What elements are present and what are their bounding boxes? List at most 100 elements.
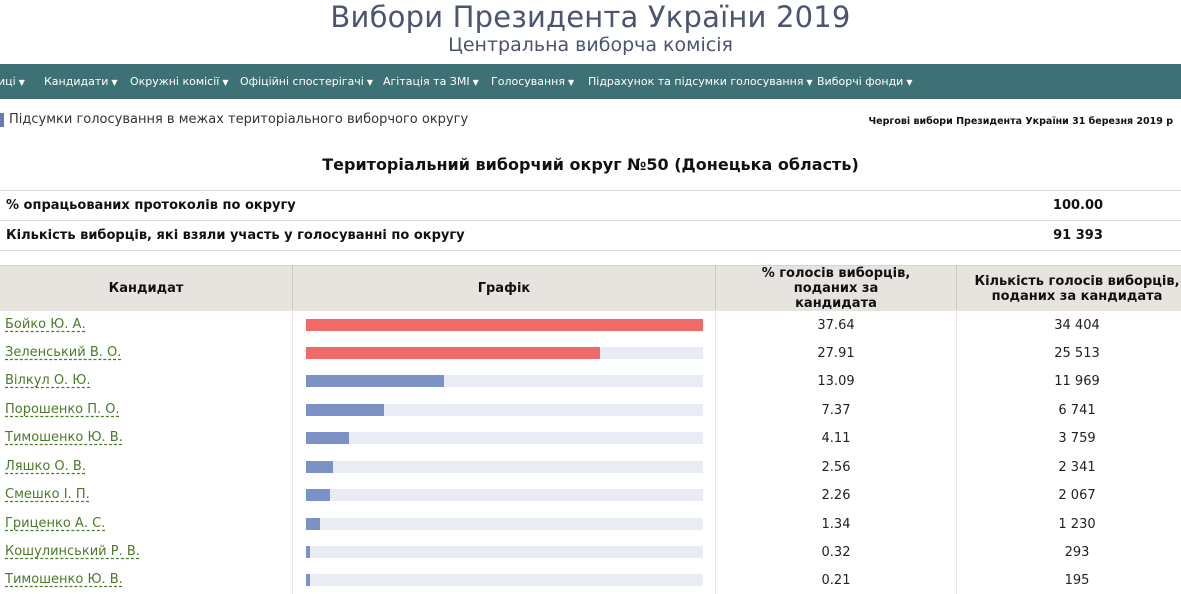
vote-share-bar [306, 404, 384, 416]
stat-value: 91 393 [1053, 228, 1103, 243]
vote-share-bar [306, 347, 601, 359]
bar-track [306, 461, 703, 473]
candidate-link[interactable]: Порошенко П. О. [5, 402, 120, 417]
bar-track [306, 546, 703, 558]
candidate-link[interactable]: Смешко І. П. [5, 487, 90, 502]
bar-track [306, 432, 703, 444]
column-header-candidate: Кандидат [0, 266, 293, 311]
site-title: Вибори Президента України 2019 [330, 0, 851, 34]
percent-value: 7.37 [821, 403, 851, 418]
candidate-link[interactable]: Ляшко О. В. [5, 459, 86, 474]
caret-down-icon: ▼ [222, 78, 229, 87]
bar-track [306, 319, 703, 331]
votes-value: 6 741 [1058, 403, 1096, 418]
votes-value: 195 [1064, 573, 1090, 588]
bar-track [306, 347, 703, 359]
bar-track [306, 375, 703, 387]
vote-share-bar [306, 319, 703, 331]
caret-down-icon: ▼ [366, 78, 374, 87]
vote-share-bar [306, 489, 330, 501]
bar-track [306, 489, 703, 501]
nav-item-label: Підрахунок та підсумки голосування [588, 75, 804, 88]
percent-value: 37.64 [817, 318, 855, 333]
table-row: Бойко Ю. А. 37.64 34 404 [0, 311, 1181, 339]
section-marker [0, 113, 4, 127]
table-row: Кошулинський Р. В. 0.32 293 [0, 538, 1181, 566]
bar-track [306, 518, 703, 530]
votes-value: 2 067 [1058, 488, 1096, 503]
nav-item-label: иці [0, 75, 16, 88]
percent-value: 1.34 [821, 517, 851, 532]
site-subtitle: Центральна виборча комісія [448, 34, 733, 56]
candidate-link[interactable]: Зеленський В. О. [5, 345, 122, 360]
district-title: Територіальний виборчий округ №50 (Донец… [322, 155, 859, 174]
percent-value: 2.26 [821, 488, 851, 503]
column-divider [956, 310, 957, 594]
votes-value: 3 759 [1058, 431, 1096, 446]
percent-value: 4.11 [821, 431, 851, 446]
site-header: Вибори Президента України 2019 Центральн… [0, 0, 1181, 64]
candidate-link[interactable]: Гриценко А. С. [5, 516, 106, 531]
vote-share-bar [306, 574, 310, 586]
stat-row-turnout: Кількість виборців, які взяли участь у г… [0, 220, 1181, 251]
table-row: Гриценко А. С. 1.34 1 230 [0, 510, 1181, 538]
stat-value: 100.00 [1052, 198, 1104, 213]
nav-item-label: Виборчі фонди [817, 75, 904, 88]
caret-down-icon: ▼ [806, 78, 813, 87]
nav-item-district-commissions[interactable]: Окружні комісії ▼ [130, 64, 229, 99]
stat-label: Кількість виборців, які взяли участь у г… [6, 228, 465, 243]
table-row: Тимошенко Ю. В. 4.11 3 759 [0, 424, 1181, 452]
bar-track [306, 404, 703, 416]
caret-down-icon: ▼ [18, 78, 25, 87]
nav-item-agitation[interactable]: Агітація та ЗМІ ▼ [383, 64, 479, 99]
vote-share-bar [306, 518, 321, 530]
table-row: Зеленський В. О. 27.91 25 513 [0, 339, 1181, 367]
candidate-link[interactable]: Тимошенко Ю. В. [5, 430, 123, 445]
column-header-percent: % голосів виборців, поданих за кандидата [716, 266, 957, 311]
results-table-header: Кандидат Графік % голосів виборців, пода… [0, 265, 1181, 311]
caret-down-icon: ▼ [111, 78, 118, 87]
stat-row-protocols: % опрацьованих протоколів по округу 100.… [0, 190, 1181, 220]
stat-label: % опрацьованих протоколів по округу [6, 198, 296, 213]
percent-value: 0.32 [821, 545, 851, 560]
nav-item-label: Окружні комісії [130, 75, 220, 88]
column-header-percent-label: % голосів виборців, поданих за кандидата [761, 266, 911, 311]
nav-item-results[interactable]: Підрахунок та підсумки голосування ▼ [588, 64, 813, 99]
nav-item-partial[interactable]: иці ▼ [0, 64, 25, 99]
candidate-link[interactable]: Тимошенко Ю. В. [5, 572, 123, 587]
page-subheader: Підсумки голосування в межах територіаль… [0, 108, 1181, 132]
caret-down-icon: ▼ [906, 78, 913, 87]
votes-value: 1 230 [1058, 517, 1096, 532]
nav-item-label: Голосування [491, 75, 565, 88]
percent-value: 0.21 [821, 573, 851, 588]
votes-value: 293 [1064, 545, 1090, 560]
column-divider [715, 310, 716, 594]
nav-item-observers[interactable]: Офіційні спостерігачі ▼ [240, 64, 373, 99]
column-header-votes-label: Кількість голосів виборців, поданих за к… [974, 273, 1180, 304]
caret-down-icon: ▼ [567, 78, 575, 87]
candidate-link[interactable]: Вілкул О. Ю. [5, 373, 91, 388]
bar-track [306, 574, 703, 586]
vote-share-bar [306, 461, 333, 473]
candidate-link[interactable]: Кошулинський Р. В. [5, 544, 140, 559]
table-row: Порошенко П. О. 7.37 6 741 [0, 396, 1181, 424]
nav-item-label: Офіційні спостерігачі [240, 75, 364, 88]
votes-value: 34 404 [1054, 318, 1100, 333]
main-navbar: иці ▼ Кандидати ▼ Окружні комісії ▼ Офіційн… [0, 64, 1181, 99]
table-row: Смешко І. П. 2.26 2 067 [0, 481, 1181, 509]
table-row: Вілкул О. Ю. 13.09 11 969 [0, 367, 1181, 395]
column-header-votes: Кількість голосів виборців, поданих за к… [957, 266, 1181, 311]
percent-value: 13.09 [817, 374, 855, 389]
candidate-link[interactable]: Бойко Ю. А. [5, 317, 86, 332]
votes-value: 25 513 [1054, 346, 1100, 361]
table-row: Тимошенко Ю. В. 0.21 195 [0, 566, 1181, 594]
vote-share-bar [306, 375, 445, 387]
nav-item-funds[interactable]: Виборчі фонди ▼ [817, 64, 912, 99]
page-title: Підсумки голосування в межах територіаль… [9, 112, 469, 127]
nav-item-voting[interactable]: Голосування ▼ [491, 64, 574, 99]
vote-share-bar [306, 432, 350, 444]
votes-value: 2 341 [1058, 460, 1096, 475]
table-row: Ляшко О. В. 2.56 2 341 [0, 453, 1181, 481]
caret-down-icon: ▼ [472, 78, 479, 87]
nav-item-candidates[interactable]: Кандидати ▼ [44, 64, 118, 99]
